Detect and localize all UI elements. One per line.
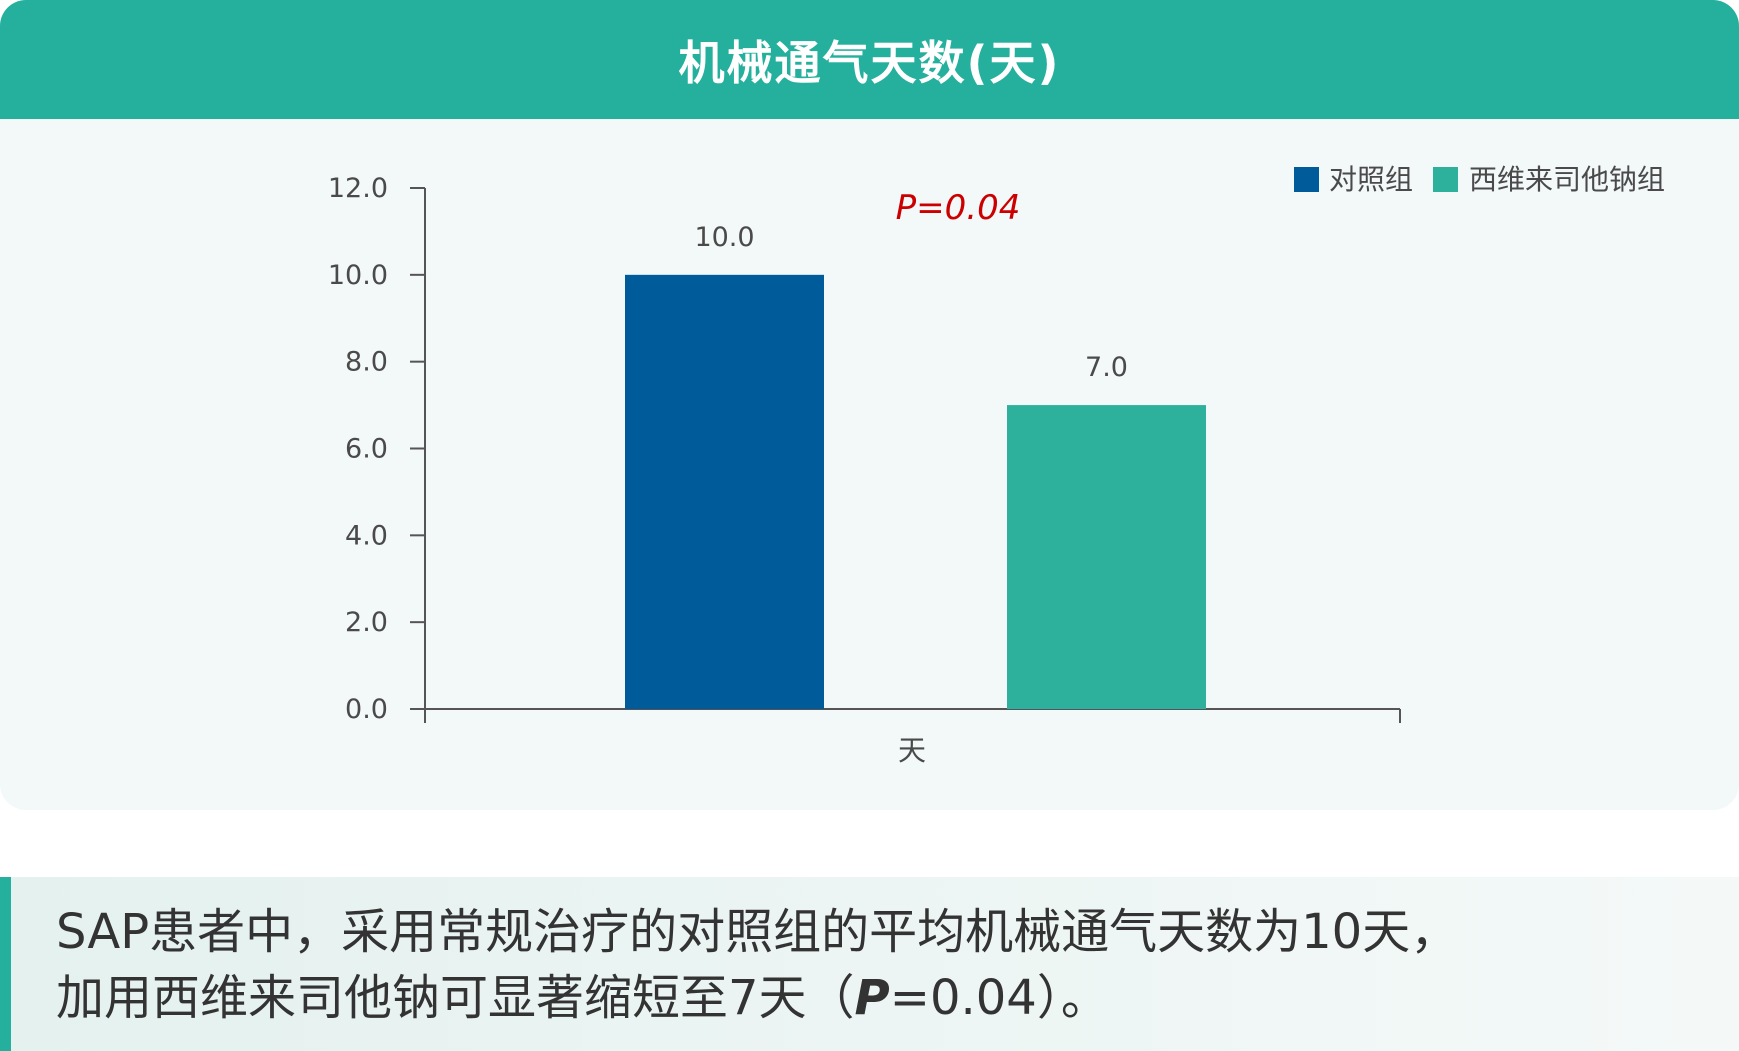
legend-label-treatment: 西维来司他钠组	[1469, 163, 1665, 196]
bar-value-label: 7.0	[1085, 352, 1128, 383]
legend-swatch-treatment	[1433, 167, 1458, 192]
summary-line-2: 加用西维来司他钠可显著缩短至7天（P=0.04）。	[56, 965, 1719, 1031]
y-tick-label: 0.0	[345, 694, 388, 725]
chart-card: 机械通气天数(天) 0.0 2.0 4.0 6.0 8.0 10.0 12.0 10.0 7.0…	[0, 0, 1739, 810]
legend-swatch-control	[1294, 167, 1319, 192]
bar-control	[625, 274, 824, 709]
chart-title: 机械通气天数(天)	[678, 35, 1061, 90]
p-value-annotation: P=0.04	[896, 188, 1021, 228]
x-category-label: 天	[898, 734, 926, 767]
bar-value-label: 10.0	[694, 222, 754, 253]
bar-chart: 0.0 2.0 4.0 6.0 8.0 10.0 12.0 10.0 7.0 P=0.04 天 对照组…	[328, 163, 1665, 767]
chart-card-header: 机械通气天数(天)	[0, 0, 1739, 119]
summary-line-2-suffix: =0.04）。	[889, 970, 1109, 1026]
bar-treatment	[1007, 405, 1206, 709]
summary-p-letter: P	[854, 970, 890, 1026]
summary-line-2-prefix: 加用西维来司他钠可显著缩短至7天（	[56, 970, 855, 1026]
legend-label-control: 对照组	[1329, 163, 1413, 196]
summary-text: SAP患者中，采用常规治疗的对照组的平均机械通气天数为10天， 加用西维来司他钠…	[56, 899, 1719, 1031]
y-tick-label: 8.0	[345, 347, 388, 378]
summary-line-1: SAP患者中，采用常规治疗的对照组的平均机械通气天数为10天，	[56, 904, 1459, 960]
y-tick-label: 6.0	[345, 434, 388, 465]
summary-accent-bar	[0, 877, 11, 1051]
summary-box: SAP患者中，采用常规治疗的对照组的平均机械通气天数为10天， 加用西维来司他钠…	[0, 877, 1739, 1051]
y-tick-label: 4.0	[345, 520, 388, 551]
y-tick-label: 12.0	[328, 173, 388, 204]
y-tick-label: 10.0	[328, 260, 388, 291]
y-tick-label: 2.0	[345, 607, 388, 638]
